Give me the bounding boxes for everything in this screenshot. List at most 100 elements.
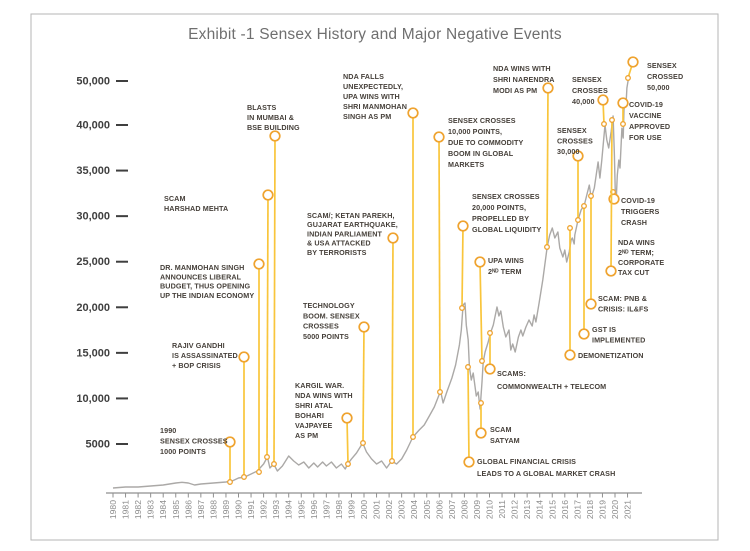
annotation-label: TAX CUT [618,268,650,277]
annotation-label: CROSSED [647,72,683,81]
x-axis-label: 2009 [472,500,482,519]
annotation-label: SCAM: PNB & [598,294,647,303]
pin-circle [475,427,487,439]
annotation-label: IN MUMBAI & [247,113,294,122]
pin-circle [578,328,590,340]
annotation-label: SENSEX [647,61,677,70]
x-axis-label: 1987 [196,500,206,519]
x-axis-label: 2003 [397,500,407,519]
annotation-label: CROSSES [572,86,608,95]
x-axis-label: 1997 [321,500,331,519]
annotation-label: AS PM [295,431,318,440]
annotation-label: SHRI ATAL [295,401,333,410]
annotation-label: CRASH [621,218,647,227]
annotation-label: BLASTS [247,103,276,112]
x-axis-label: 1988 [208,500,218,519]
pin-anchor-dot [581,203,587,209]
x-axis-label: 1991 [246,500,256,519]
annotation-label: RAJIV GANDHI [172,341,225,350]
annotation-label: NDA WINS WITH [493,64,551,73]
annotation-label: SHRI MANMOHAN [343,102,407,111]
annotation-label: MODI AS PM [493,86,537,95]
annotation-label: NDA FALLS [343,72,384,81]
x-axis: 1980 1981 1982 1983 1984 1985 1986 1987 1988 1989… [106,492,642,519]
annotation-label: CORPORATE [618,258,664,267]
y-axis-label: 40,000 [76,120,110,132]
x-axis-label: 2007 [447,500,457,519]
x-axis-label: 1983 [146,500,156,519]
annotation-sensex-crosses-20000: SENSEX CROSSES 20,000 POINTS, PROPELLED BY… [457,192,541,311]
pin-line [467,366,470,463]
annotation-label: SCAMS: [497,369,526,378]
annotation-label: TECHNOLOGY [303,301,355,310]
annotation-label: DUE TO COMMODITY [448,138,523,147]
annotation-label: 5000 POINTS [303,332,349,341]
annotation-label: VAJPAYEE [295,421,333,430]
pin-anchor-dot [389,458,395,464]
x-axis-label: 1984 [158,500,168,519]
pin-circle [617,97,629,109]
annotation-label: 10,000 POINTS, [448,127,502,136]
annotation-label: GST IS [592,325,616,334]
annotation-label: GLOBAL LIQUIDITY [472,225,541,234]
pin-anchor-dot [271,461,277,467]
pin-circle [253,258,265,270]
pin-circle [564,349,576,361]
pin-line [266,194,269,458]
pin-anchor-dot [227,479,233,485]
pin-circle [262,189,274,201]
pin-anchor-dot [256,469,262,475]
annotation-label: & USA ATTACKED [307,239,371,248]
annotation-sensex-crossed-50000: SENSEX CROSSED 50,000 [625,56,683,92]
annotation-label: 40,000 [572,97,595,106]
x-axis-label: 2013 [522,500,532,519]
annotation-label: COVID-19 [621,196,655,205]
annotation-scams-commonwealth-telecom: SCAMS: COMMONWEALTH + TELECOM [484,330,606,391]
pin-line [273,135,276,465]
pin-circle [269,130,281,142]
annotation-label: TRIGGERS [621,207,659,216]
pin-circle [358,321,370,333]
x-axis-label: 2001 [372,500,382,519]
x-axis-label: 2010 [485,500,495,519]
pin-anchor-dot [241,474,247,480]
annotation-label: SENSEX [572,75,602,84]
y-axis: 50,000 40,000 35,000 30,000 25,000 20,000 15,0… [76,76,128,451]
pin-circle [597,94,609,106]
sensex-line [112,72,631,489]
annotation-label: SENSEX CROSSES [472,192,540,201]
pin-line [546,87,549,248]
annotation-label: 2ᴺᴰ TERM [488,267,522,276]
annotation-upa-wins-2nd-term: UPA WINS 2ᴺᴰ TERM [474,256,524,364]
pin-anchor-dot [264,454,270,460]
annotation-label: BOOM. SENSEX [303,311,360,320]
annotation-label: GUJARAT EARTHQUAKE, [307,220,398,229]
x-axis-label: 1990 [234,500,244,519]
annotation-label: INDIAN PARLIAMENT [307,229,383,238]
x-axis-label: 2008 [459,500,469,519]
annotation-label: KARGIL WAR. [295,381,344,390]
annotation-label: HARSHAD MEHTA [164,204,228,213]
annotation-label: CRISIS: IL&FS [598,305,649,314]
annotation-label: DEMONETIZATION [578,351,644,360]
x-axis-label: 1996 [309,500,319,519]
pin-line [346,417,349,465]
x-axis-label: 2019 [597,500,607,519]
annotation-label: UPA WINS [488,256,524,265]
annotation-label: GLOBAL FINANCIAL CRISIS [477,457,576,466]
annotation-label: MARKETS [448,160,484,169]
pin-anchor-dot [410,434,416,440]
annotation-label: BSE BUILDING [247,123,300,132]
pin-circle [605,265,617,277]
annotation-label: BOHARI [295,411,324,420]
pin-anchor-dot [620,121,626,127]
x-axis-label: 1993 [271,500,281,519]
annotation-label: BY TERRORISTS [307,248,367,257]
pin-anchor-dot [601,121,607,127]
annotation-label: PROPELLED BY [472,214,529,223]
pin-line [438,136,441,393]
